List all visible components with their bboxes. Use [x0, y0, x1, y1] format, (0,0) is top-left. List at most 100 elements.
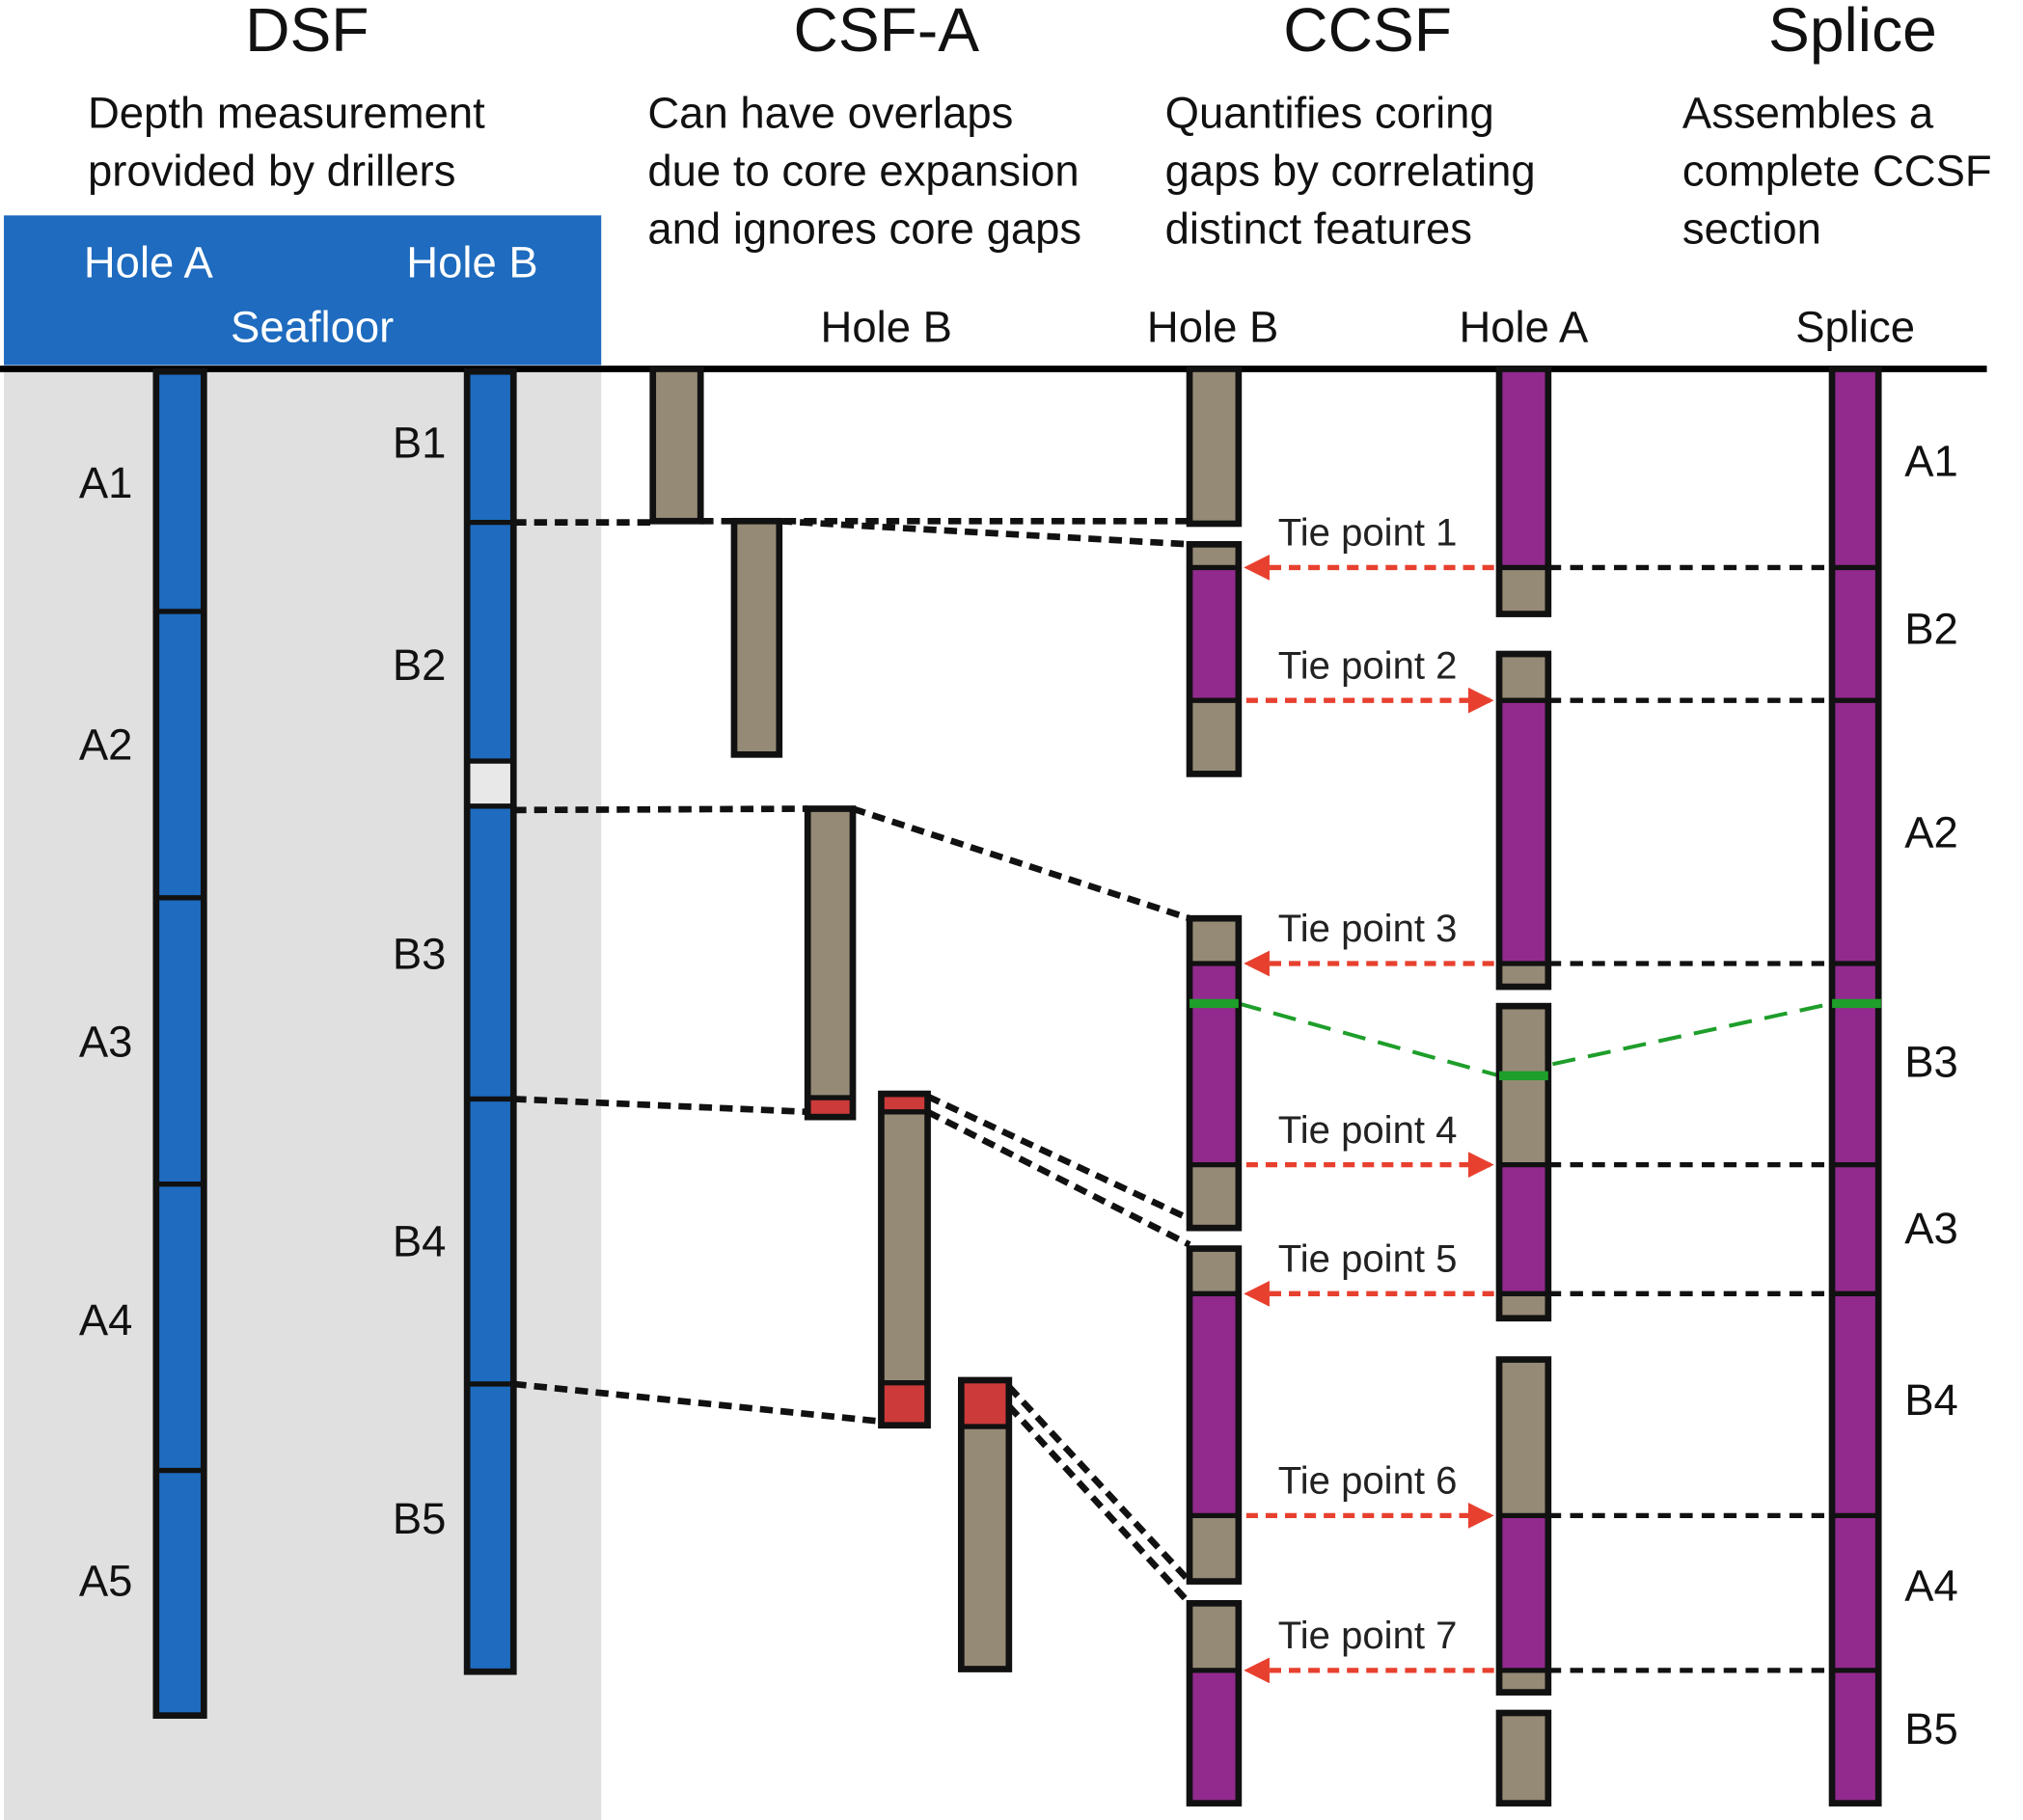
tie-label: Tie point 7	[1278, 1614, 1458, 1657]
core-outline	[958, 1376, 1013, 1672]
core-segment	[1832, 368, 1879, 568]
core-outline	[1186, 914, 1243, 1232]
core-segment	[1189, 1515, 1239, 1582]
core-outline	[730, 517, 783, 758]
column-description: distinct features	[1165, 204, 1472, 254]
core-segment	[961, 1426, 1009, 1670]
core-segment	[1499, 654, 1548, 701]
core-segment	[1189, 1164, 1239, 1229]
hole-label: Splice	[1795, 302, 1915, 351]
connector	[1006, 1403, 1192, 1606]
core-outline	[649, 366, 704, 525]
core-outline	[1186, 1599, 1243, 1806]
core-segment	[1189, 567, 1239, 701]
column-description: Can have overlaps	[647, 88, 1013, 137]
column-title: CCSF	[1283, 0, 1452, 65]
core-segment	[1189, 964, 1239, 1165]
core-segment	[1499, 1164, 1548, 1294]
column-description: Depth measurement	[88, 88, 485, 137]
core-label: B2	[393, 640, 447, 690]
core-segment	[1499, 567, 1548, 614]
column-description: complete CCSF	[1682, 147, 1992, 196]
core-segment	[1499, 368, 1548, 568]
tie-label: Tie point 3	[1278, 907, 1458, 950]
column-description: and ignores core gaps	[647, 204, 1081, 254]
core-segment	[467, 371, 514, 523]
core-label: A1	[79, 458, 133, 507]
tie-label: Tie point 6	[1278, 1459, 1458, 1503]
core-segment	[733, 521, 779, 755]
splice-label: A1	[1904, 436, 1958, 485]
hole-label: Hole A	[1459, 302, 1589, 351]
core-segment	[1189, 1293, 1239, 1516]
core-segment	[1499, 964, 1548, 988]
core-label: A4	[79, 1295, 133, 1345]
connector	[779, 517, 1190, 548]
core-segment	[1832, 700, 1879, 964]
core-segment	[467, 522, 514, 762]
core-segment	[155, 1470, 205, 1716]
core-outline	[463, 367, 517, 1675]
connector	[926, 1093, 1191, 1222]
core-outline	[1495, 1356, 1552, 1696]
core-outline	[1495, 366, 1552, 617]
core-segment	[1499, 700, 1548, 964]
tie-label: Tie point 4	[1278, 1108, 1458, 1152]
core-segment	[467, 1099, 514, 1384]
column-title: DSF	[245, 0, 369, 65]
dsf-header-box	[4, 215, 602, 366]
core-segment	[1189, 1603, 1239, 1671]
connector	[851, 805, 1191, 922]
core-segment	[1499, 1670, 1548, 1693]
tie-label: Tie point 5	[1278, 1237, 1458, 1281]
core-label: A2	[79, 720, 133, 770]
core-segment	[1189, 700, 1239, 774]
core-segment	[1499, 1515, 1548, 1671]
core-segment	[1832, 1164, 1879, 1294]
core-outline	[804, 805, 857, 1121]
hole-label: Hole B	[1147, 302, 1278, 351]
core-segment	[1499, 1293, 1548, 1318]
core-segment	[1832, 567, 1879, 701]
connector	[926, 1108, 1191, 1248]
column-description: section	[1682, 204, 1821, 254]
seafloor-label: Seafloor	[231, 302, 394, 351]
splice-label: B3	[1904, 1038, 1958, 1087]
core-segment	[807, 1098, 854, 1118]
core-segment	[1832, 964, 1879, 1165]
core-outline	[1495, 1709, 1552, 1806]
core-segment	[652, 368, 701, 522]
core-label: B4	[393, 1217, 447, 1266]
core-segment	[1189, 544, 1239, 568]
core-outline	[878, 1090, 931, 1429]
core-segment	[961, 1379, 1009, 1427]
core-segment	[467, 1383, 514, 1672]
core-label: A5	[79, 1556, 133, 1605]
core-label: B1	[393, 419, 447, 468]
core-segment	[155, 371, 205, 611]
core-outline	[1495, 650, 1552, 991]
core-label: B5	[393, 1494, 447, 1543]
core-label: A3	[79, 1017, 133, 1066]
column-description: Quantifies coring	[1165, 88, 1494, 137]
core-segment	[881, 1382, 928, 1426]
tie-label: Tie point 1	[1278, 511, 1458, 555]
splice-label: B4	[1904, 1375, 1958, 1425]
splice-label: B5	[1904, 1704, 1958, 1753]
splice-label: A4	[1904, 1562, 1958, 1611]
core-segment	[1189, 1248, 1239, 1294]
column-title: Splice	[1768, 0, 1937, 65]
column-description: gaps by correlating	[1165, 147, 1536, 196]
connector	[1006, 1384, 1192, 1584]
core-label: B3	[393, 929, 447, 978]
connector	[513, 805, 808, 814]
core-segment	[1832, 1515, 1879, 1671]
splice-label: B2	[1904, 604, 1958, 653]
core-segment	[155, 897, 205, 1184]
core-segment	[155, 611, 205, 898]
tie-label: Tie point 2	[1278, 643, 1458, 687]
column-description: provided by drillers	[88, 147, 455, 196]
core-outline	[1186, 541, 1243, 777]
core-segment	[1832, 1670, 1879, 1804]
core-segment	[467, 805, 514, 1100]
